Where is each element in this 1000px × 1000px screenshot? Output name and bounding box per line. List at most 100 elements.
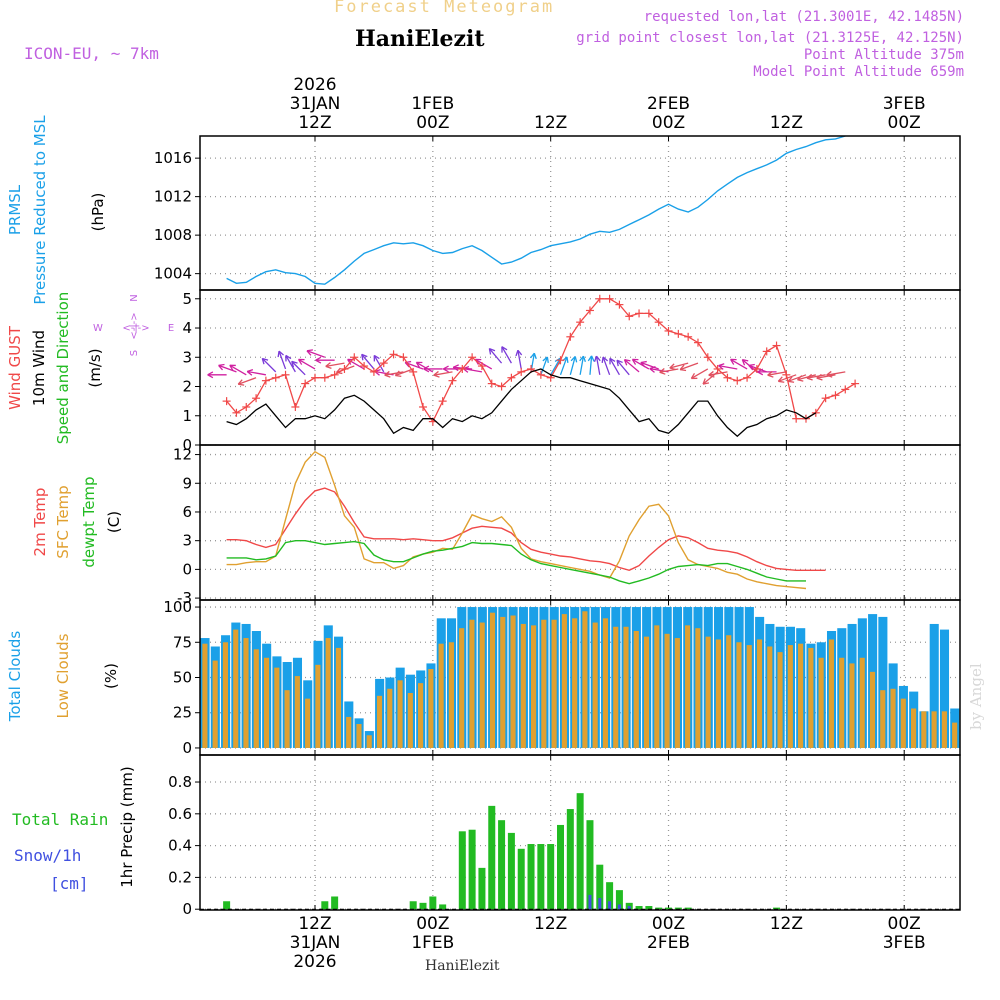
wind-direction-arrows [207,346,846,386]
ytick-label: 0.8 [168,773,192,791]
rain-bar [409,901,417,910]
panel-4: 0 25 50 75 100 [163,598,960,757]
wind-arrow [394,368,414,378]
low-cloud-bar [623,626,629,748]
gust-marker [615,300,624,309]
bottom-time-label: 1FEB [411,933,454,953]
low-cloud-bar [305,698,311,748]
wind-arrow [806,373,826,381]
low-cloud-bar [469,619,475,748]
axis-label-sfc-temp: SFC Temp [54,485,72,558]
ytick-label: 5 [182,290,192,308]
wind-arrow [826,370,846,378]
prmsl-line [226,135,846,285]
rain-bar [331,896,339,910]
wind-arrow [373,354,385,373]
axis-label--c-: (C) [105,511,123,533]
panel-frame-1 [199,135,961,291]
low-cloud-bar [613,626,619,748]
rain-bar [439,904,447,910]
rain-bar [665,907,673,910]
low-cloud-bar [418,683,424,748]
gust-marker [419,402,428,411]
wind-arrow [601,356,611,376]
gust-marker [851,379,860,388]
gust-marker [242,402,251,411]
ytick-label: 12 [173,446,192,464]
axis-label-10m-wind: 10m Wind [30,330,48,406]
low-cloud-bar [664,633,670,748]
total-cloud-bar [939,629,950,748]
rain-bar [527,844,535,910]
wind-arrow [361,353,375,370]
snow-bar [627,906,631,910]
rain-bar [419,902,427,910]
wind-arrow [767,370,787,378]
compass-east: E [168,323,174,334]
ytick-label: 4 [182,319,192,337]
compass-west: W [93,323,103,334]
panel-frame-3 [199,444,961,601]
wind-arrow [787,374,807,383]
model-label: ICON-EU, ~ 7km [24,44,159,63]
gust-marker [271,373,280,382]
snow-bar [588,894,592,910]
footer-location: HaniElezit [425,958,500,974]
rain-bar [674,907,682,910]
low-cloud-bar [941,711,947,748]
low-cloud-bar [705,636,711,748]
low-cloud-bar [448,642,454,748]
low-cloud-bar [459,628,465,748]
snow-unit-label: [cm] [50,874,89,893]
ytick-label: 0.4 [168,837,192,855]
gust-marker [733,376,742,385]
gust-marker [576,318,585,327]
low-cloud-bar [777,652,783,748]
low-cloud-bar [643,636,650,748]
gust-marker [821,394,830,403]
model-altitude: Model Point Altitude 659m [753,64,964,80]
ytick-label: 0 [182,436,192,454]
ytick-label: 1 [182,407,192,425]
wind-arrow [237,377,257,386]
low-cloud-bar [212,660,218,748]
wind-arrow [297,358,316,370]
snow-bar [598,898,602,910]
rain-bar [566,809,574,910]
wind-arrow [218,363,237,373]
wind-arrow [757,368,777,376]
cloud-bars [200,607,960,748]
low-cloud-bar [530,625,537,748]
wind-arrow [797,374,816,382]
rain-bar [684,907,692,910]
panel-5: 0 0.2 0.4 0.6 0.8 [168,755,960,918]
gust-marker [448,376,457,385]
low-cloud-bar [900,698,906,748]
ytick-label: 75 [173,633,192,651]
top-time-label: 2026 [293,75,336,95]
axis-label-pressure-reduced-to-msl: Pressure Reduced to MSL [31,115,49,305]
bottom-time-label: 00Z [652,914,685,934]
low-cloud-bar [726,635,732,748]
gust-marker [458,364,467,373]
credit-watermark: by Angel [967,663,985,730]
low-cloud-bar [880,690,886,748]
wind-arrow [708,370,728,378]
rain-bar [223,901,231,910]
rain-bar [773,907,781,910]
gust-marker [703,353,712,362]
total-cloud-bar [929,623,939,748]
wind-arrow [679,362,699,372]
low-cloud-bar [715,639,721,748]
compass-we-arrow: <-|-> [122,323,149,334]
gust-marker [693,338,702,347]
wind-arrow [616,359,630,376]
ytick-label: 0 [182,739,192,757]
gust-marker [252,394,261,403]
compass-north: N [129,294,140,301]
low-cloud-bar [890,688,896,748]
top-time-label: 31JAN [290,94,341,114]
low-cloud-bar [541,619,547,748]
low-cloud-bar [828,639,834,748]
gust-marker [281,370,290,379]
